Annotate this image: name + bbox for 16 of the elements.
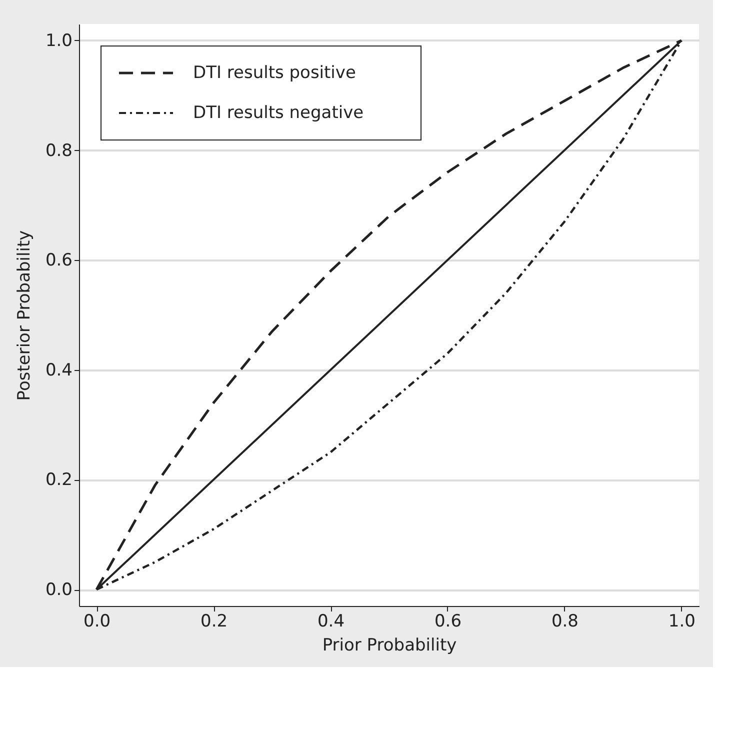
y-tick-label: 0.6 — [45, 250, 72, 271]
x-tick-label: 0.6 — [434, 612, 462, 632]
x-axis-title: Prior Probability — [322, 636, 457, 656]
y-axis-title: Posterior Probability — [14, 230, 34, 401]
legend-label: DTI results positive — [193, 63, 356, 83]
y-tick-label: 0.8 — [45, 140, 72, 161]
x-tick-label: 0.2 — [200, 612, 228, 632]
x-tick-label: 0.4 — [317, 612, 345, 632]
y-tick-label: 0.4 — [45, 360, 72, 380]
y-tick-label: 0.2 — [45, 470, 72, 490]
x-tick-label: 0.0 — [84, 612, 111, 632]
y-tick-label: 0.0 — [45, 580, 72, 600]
y-tick-label: 1.0 — [45, 30, 72, 51]
x-tick-label: 0.8 — [551, 612, 578, 632]
legend-label: DTI results negative — [193, 103, 364, 123]
x-tick-label: 1.0 — [668, 612, 696, 632]
